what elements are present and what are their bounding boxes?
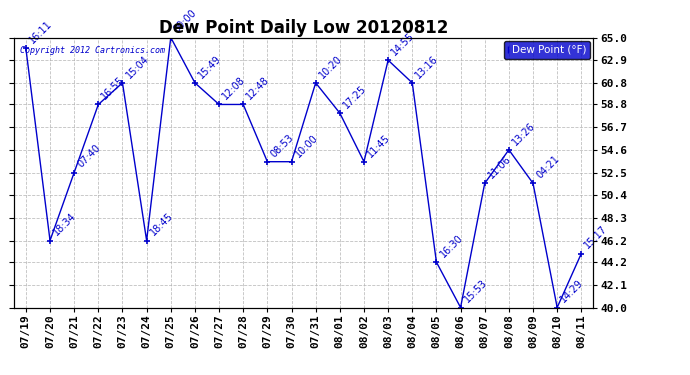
Text: 18:34: 18:34 [52, 211, 78, 238]
Text: 16:55: 16:55 [100, 75, 126, 102]
Text: 10:00: 10:00 [293, 132, 319, 159]
Text: 11:06: 11:06 [486, 154, 513, 180]
Text: 15:17: 15:17 [583, 224, 609, 251]
Text: 13:26: 13:26 [511, 120, 537, 147]
Text: 15:04: 15:04 [124, 53, 150, 80]
Text: 15:53: 15:53 [462, 278, 489, 305]
Text: 13:16: 13:16 [414, 53, 440, 80]
Text: 17:25: 17:25 [342, 83, 368, 110]
Text: Copyright 2012 Cartronics.com: Copyright 2012 Cartronics.com [19, 46, 165, 55]
Text: 14:55: 14:55 [390, 30, 416, 57]
Text: 07:40: 07:40 [76, 143, 102, 170]
Text: 00:00: 00:00 [172, 8, 199, 35]
Text: 04:21: 04:21 [535, 154, 561, 180]
Text: 12:48: 12:48 [245, 75, 271, 102]
Text: 16:11: 16:11 [28, 19, 54, 45]
Text: Dew Point Daily Low 20120812: Dew Point Daily Low 20120812 [159, 19, 448, 37]
Text: 14:29: 14:29 [559, 278, 585, 305]
Text: 11:45: 11:45 [366, 132, 392, 159]
Text: 08:53: 08:53 [269, 132, 295, 159]
Legend: Dew Point (°F): Dew Point (°F) [504, 40, 590, 59]
Text: 12:08: 12:08 [221, 75, 247, 102]
Text: 16:30: 16:30 [438, 232, 464, 260]
Text: 18:45: 18:45 [148, 211, 175, 238]
Text: 15:49: 15:49 [197, 53, 223, 80]
Text: 10:20: 10:20 [317, 53, 344, 80]
